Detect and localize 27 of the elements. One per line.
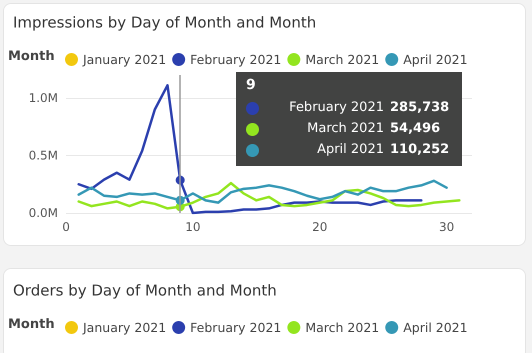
annotation: 9 bbox=[246, 77, 256, 93]
legend-label: April 2021 bbox=[403, 52, 468, 67]
legend-label: January 2021 bbox=[82, 52, 166, 67]
text: Orders by Day of Month and Month bbox=[13, 282, 277, 300]
chart-title: Impressions by Day of Month and Month bbox=[13, 14, 316, 32]
line-series bbox=[77, 180, 448, 205]
annotation: 110,252 bbox=[390, 142, 450, 157]
legend-label: April 2021 bbox=[403, 320, 468, 335]
legend-label: January 2021 bbox=[82, 320, 166, 335]
legend-label: March 2021 bbox=[305, 52, 380, 67]
legend-title: Month bbox=[8, 317, 55, 332]
y-tick-label: 0.0M bbox=[28, 206, 58, 220]
y-tick-label: 1.0M bbox=[28, 91, 58, 105]
y-tick-label: 0.5M bbox=[28, 148, 58, 162]
legend-label: February 2021 bbox=[190, 320, 282, 335]
x-tick-label: 10 bbox=[185, 220, 201, 234]
x-tick-label: 20 bbox=[312, 220, 328, 234]
legend-title: Month bbox=[8, 49, 55, 64]
annotation: 54,496 bbox=[390, 121, 440, 136]
annotation: 285,738 bbox=[390, 100, 450, 115]
x-tick-label: 30 bbox=[438, 220, 454, 234]
legend-label: February 2021 bbox=[289, 100, 384, 115]
legend-label: March 2021 bbox=[305, 320, 380, 335]
text: April 2021 bbox=[317, 142, 384, 157]
x-tick-label: 0 bbox=[62, 220, 70, 234]
text: February 2021 bbox=[190, 52, 282, 67]
text: March 2021 bbox=[307, 121, 384, 136]
